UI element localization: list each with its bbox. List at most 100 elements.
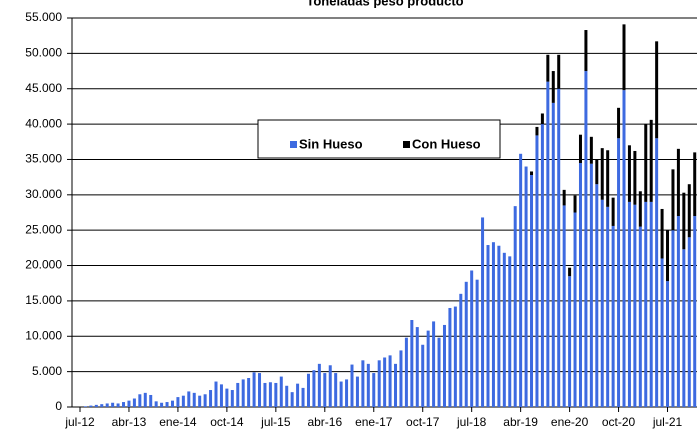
bar-segment: [404, 337, 408, 407]
bar-segment: [562, 189, 566, 206]
bar-segment: [209, 390, 213, 407]
bar-segment: [649, 201, 653, 407]
x-tick-label: abr-13: [112, 415, 147, 429]
bar-segment: [513, 206, 517, 407]
bar-segment: [83, 406, 87, 407]
y-tick-label: 30.000: [25, 187, 62, 201]
legend-swatch: [290, 141, 297, 148]
bar-segment: [573, 195, 577, 213]
bar-segment: [426, 330, 430, 407]
bar-segment: [100, 404, 104, 407]
bar-segment: [584, 71, 588, 407]
bar-segment: [524, 166, 528, 407]
bar-segment: [263, 382, 267, 407]
bar-segment: [306, 373, 310, 407]
bar-segment: [687, 184, 691, 238]
bar-segment: [617, 138, 621, 407]
bar-segment: [399, 350, 403, 407]
bar-segment: [660, 258, 664, 407]
bar-segment: [633, 204, 637, 407]
bar-segment: [693, 152, 697, 217]
bar-segment: [530, 171, 534, 176]
bar-segment: [530, 175, 534, 407]
x-tick-label: jul-21: [652, 415, 683, 429]
bar-segment: [274, 382, 278, 407]
bar-segment: [535, 126, 539, 136]
bar-segment: [589, 163, 593, 407]
bar-segment: [644, 201, 648, 407]
x-tick-label: ene-20: [551, 415, 589, 429]
bar-segment: [442, 324, 446, 407]
bar-segment: [290, 392, 294, 407]
bar-segment: [676, 216, 680, 407]
bar-segment: [546, 81, 550, 408]
legend-swatch: [403, 141, 410, 148]
bar-segment: [225, 388, 229, 407]
bar-segment: [540, 113, 544, 125]
y-tick-label: 10.000: [25, 328, 62, 342]
bar-segment: [622, 24, 626, 91]
bar-segment: [328, 365, 332, 407]
bar-segment: [296, 383, 300, 407]
bar-segment: [345, 379, 349, 407]
bar-segment: [285, 385, 289, 407]
bar-segment: [111, 402, 115, 407]
bar-segment: [410, 320, 414, 407]
bar-segment: [252, 372, 256, 407]
x-tick-label: abr-16: [307, 415, 342, 429]
x-tick-label: oct-20: [602, 415, 636, 429]
bar-segment: [453, 306, 457, 407]
bar-segment: [584, 30, 588, 72]
bar-segment: [497, 245, 501, 407]
bar-segment: [633, 150, 637, 205]
bar-segment: [606, 150, 610, 207]
bar-segment: [519, 153, 523, 407]
bar-segment: [421, 344, 425, 407]
bar-segment: [432, 321, 436, 407]
bar-segment: [491, 242, 495, 407]
y-tick-label: 45.000: [25, 81, 62, 95]
bar-segment: [350, 364, 354, 407]
bar-segment: [671, 169, 675, 231]
bar-segment: [573, 212, 577, 407]
bar-segment: [176, 397, 180, 407]
legend-box: [257, 119, 501, 159]
bar-segment: [149, 394, 153, 407]
y-tick-label: 20.000: [25, 258, 62, 272]
y-tick-label: 55.000: [25, 10, 62, 24]
bar-segment: [481, 217, 485, 407]
bar-segment: [203, 394, 207, 407]
bar-segment: [377, 360, 381, 407]
y-tick-label: 25.000: [25, 222, 62, 236]
bar-segment: [154, 401, 158, 407]
bar-segment: [693, 216, 697, 407]
bar-segment: [192, 392, 196, 407]
bar-segment: [595, 159, 599, 185]
chart-title: Toneladas peso producto: [306, 0, 463, 8]
x-tick-label: jul-15: [260, 415, 291, 429]
bar-segment: [551, 102, 555, 407]
bar-segment: [181, 395, 185, 407]
bar-segment: [105, 403, 109, 407]
y-tick-label: 50.000: [25, 46, 62, 60]
bar-segment: [638, 226, 642, 407]
bar-segment: [317, 363, 321, 407]
bar-segment: [388, 355, 392, 407]
bar-segment: [355, 376, 359, 407]
x-tick-label: ene-17: [355, 415, 393, 429]
bar-segment: [230, 390, 234, 407]
bar-segment: [595, 184, 599, 407]
y-tick-label: 0: [55, 399, 62, 413]
bar-segment: [666, 281, 670, 407]
bar-segment: [94, 404, 98, 407]
bar-segment: [644, 124, 648, 202]
bar-segment: [617, 107, 621, 139]
bar-segment: [557, 88, 561, 408]
bar-segment: [475, 279, 479, 407]
bar-segment: [535, 135, 539, 407]
bar-segment: [600, 148, 604, 200]
bar-segment: [437, 337, 441, 407]
bar-segment: [655, 138, 659, 407]
bar-segment: [671, 230, 675, 407]
